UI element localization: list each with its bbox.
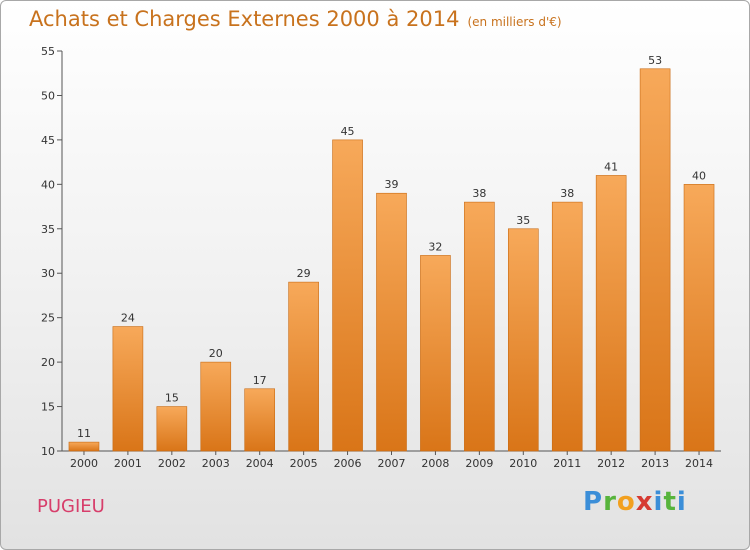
chart-subtitle: (en milliers d'€) [467, 15, 562, 29]
bar-value-label: 53 [648, 54, 662, 67]
bar-value-label: 35 [516, 214, 530, 227]
bar [420, 255, 451, 452]
bar [244, 388, 275, 452]
y-tick-label: 10 [41, 445, 55, 458]
x-tick-label: 2006 [334, 457, 362, 470]
bar [156, 406, 188, 452]
x-tick-label: 2007 [378, 457, 406, 470]
x-tick-label: 2009 [465, 457, 493, 470]
bar [683, 184, 715, 452]
bar-value-label: 38 [472, 187, 486, 200]
y-tick-label: 55 [41, 45, 55, 58]
x-tick-label: 2008 [421, 457, 449, 470]
x-tick-label: 2010 [509, 457, 537, 470]
x-tick-label: 2001 [114, 457, 142, 470]
bar [551, 201, 583, 452]
y-tick-label: 15 [41, 401, 55, 414]
bar [112, 326, 144, 452]
y-tick-label: 40 [41, 178, 55, 191]
y-tick-label: 30 [41, 267, 55, 280]
bar-value-label: 24 [121, 312, 135, 325]
bar [200, 361, 232, 452]
y-tick-label: 50 [41, 89, 55, 102]
chart-title: Achats et Charges Externes 2000 à 2014 (e… [29, 7, 562, 31]
proxiti-logo: Proxiti [583, 487, 687, 517]
x-tick-label: 2011 [553, 457, 581, 470]
y-tick-label: 20 [41, 356, 55, 369]
bar-value-label: 32 [428, 240, 442, 253]
chart-title-text: Achats et Charges Externes 2000 à 2014 [29, 7, 460, 31]
bar-value-label: 29 [297, 267, 311, 280]
bar-value-label: 20 [209, 347, 223, 360]
x-tick-label: 2003 [202, 457, 230, 470]
x-tick-label: 2005 [290, 457, 318, 470]
x-tick-label: 2004 [246, 457, 274, 470]
bar-value-label: 40 [692, 169, 706, 182]
bar-value-label: 39 [385, 178, 399, 191]
bar-value-label: 11 [77, 427, 91, 440]
bar-value-label: 15 [165, 392, 179, 405]
bar [68, 441, 100, 452]
y-tick-label: 25 [41, 312, 55, 325]
x-tick-label: 2002 [158, 457, 186, 470]
bar [507, 228, 539, 452]
x-tick-label: 2012 [597, 457, 625, 470]
commune-name: PUGIEU [37, 496, 105, 517]
bar [595, 175, 627, 452]
bar [376, 192, 407, 452]
x-tick-label: 2000 [70, 457, 98, 470]
x-tick-label: 2013 [641, 457, 669, 470]
bar [639, 68, 671, 452]
x-tick-label: 2014 [685, 457, 713, 470]
y-tick-label: 45 [41, 134, 55, 147]
bar [332, 139, 363, 452]
bar [288, 281, 319, 452]
bar-value-label: 45 [341, 125, 355, 138]
y-tick-label: 35 [41, 223, 55, 236]
bar-value-label: 41 [604, 160, 618, 173]
bar-value-label: 38 [560, 187, 574, 200]
bar-value-label: 17 [253, 374, 267, 387]
bar [464, 201, 495, 452]
